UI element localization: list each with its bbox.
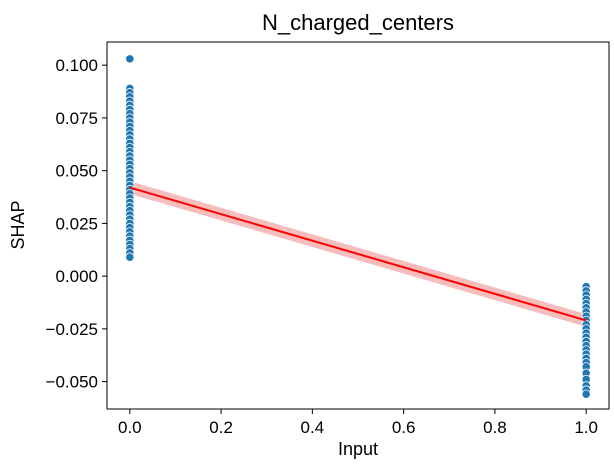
- x-tick-label: 0.2: [209, 418, 233, 437]
- regression-line-layer: [129, 186, 587, 322]
- plot-area: [125, 54, 591, 399]
- y-tick-label: 0.050: [55, 162, 98, 181]
- y-tick-label: 0.000: [55, 267, 98, 286]
- y-tick-label: 0.100: [55, 56, 98, 75]
- scatter-point: [581, 389, 591, 399]
- chart-title: N_charged_centers: [262, 10, 454, 35]
- y-tick-label: 0.025: [55, 214, 98, 233]
- y-tick-label: −0.025: [46, 320, 98, 339]
- x-tick-label: 1.0: [574, 418, 598, 437]
- regression-line: [129, 186, 587, 322]
- y-tick-label: −0.050: [46, 373, 98, 392]
- x-tick-label: 0.8: [483, 418, 507, 437]
- y-tick-label: 0.075: [55, 109, 98, 128]
- y-axis-label: SHAP: [8, 200, 28, 249]
- x-tick-label: 0.6: [392, 418, 416, 437]
- x-tick-label: 0.0: [118, 418, 142, 437]
- x-axis-label: Input: [338, 439, 378, 459]
- scatter-point: [125, 252, 135, 262]
- y-axis-ticks: −0.050 −0.025 0.000 0.025 0.050 0.075 0.100: [46, 56, 107, 392]
- x-tick-label: 0.4: [301, 418, 325, 437]
- plot-frame: [106, 41, 610, 410]
- scatter-points-layer: [125, 54, 591, 399]
- scatter-point: [125, 54, 135, 64]
- x-axis-ticks: 0.0 0.2 0.4 0.6 0.8 1.0: [118, 409, 598, 437]
